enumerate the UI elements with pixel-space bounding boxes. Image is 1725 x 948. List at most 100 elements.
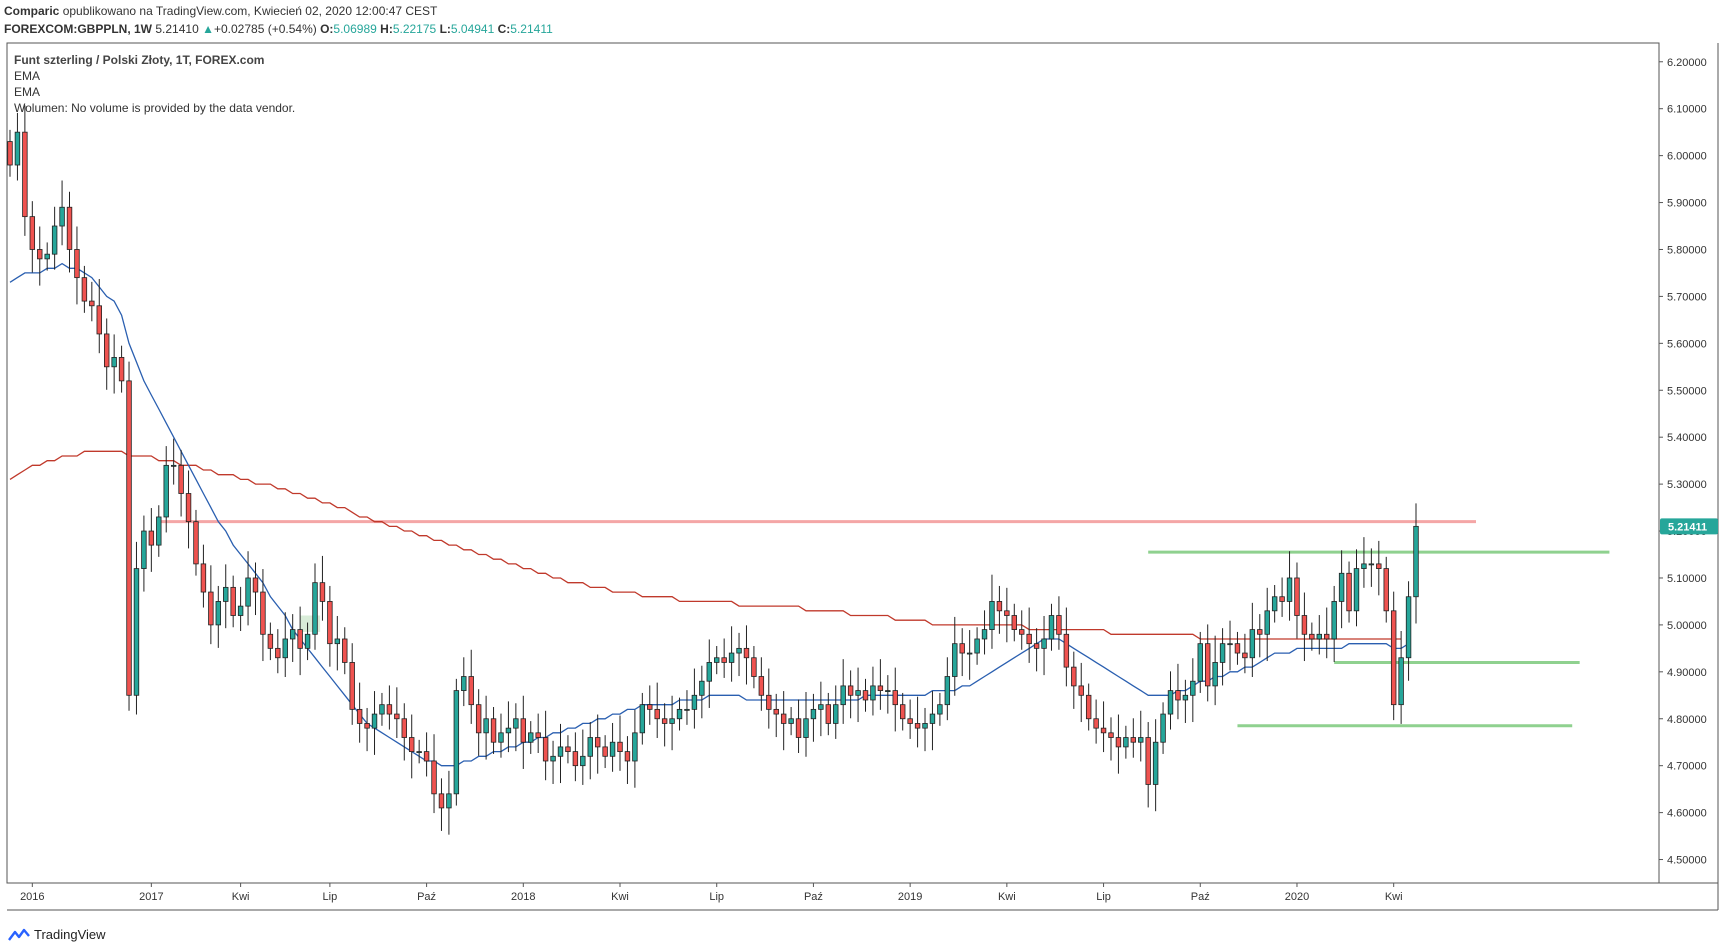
candle-body: [275, 647, 281, 659]
candle: [1264, 587, 1270, 662]
candle-body: [178, 464, 184, 494]
candle: [1227, 620, 1233, 671]
candle-body: [944, 676, 951, 706]
candle: [617, 715, 623, 771]
candle: [7, 129, 13, 177]
candle-body: [780, 713, 787, 724]
candle: [654, 682, 660, 738]
close-value: 5.21411: [510, 22, 553, 36]
candle: [520, 695, 527, 769]
legend-title[interactable]: Funt szterling / Polski Złoty, 1T, FOREX…: [14, 53, 265, 67]
candle: [1145, 722, 1151, 808]
chart-legend: Funt szterling / Polski Złoty, 1T, FOREX…: [14, 52, 295, 116]
candle: [37, 226, 43, 286]
candle: [810, 693, 817, 742]
candle: [401, 703, 407, 761]
candle-body: [617, 741, 623, 753]
candle-body: [751, 657, 757, 677]
time-tick-label: Kwi: [232, 891, 250, 903]
price-change: +0.02785 (+0.54%): [213, 22, 317, 36]
candle-body: [468, 676, 474, 706]
candle-body: [721, 657, 727, 663]
candle: [580, 729, 586, 785]
candle: [1212, 635, 1218, 706]
candle-body: [520, 718, 527, 743]
candle-body: [394, 713, 400, 720]
candle: [223, 564, 229, 629]
candle-body: [446, 793, 452, 809]
candle-body: [1056, 615, 1062, 635]
candle-body: [334, 638, 341, 645]
candle: [193, 509, 199, 576]
candle: [1242, 633, 1248, 674]
candle-body: [1108, 732, 1114, 738]
candle: [260, 569, 266, 662]
candle-body: [959, 643, 965, 654]
candle-body: [170, 464, 177, 467]
candle-body: [758, 676, 765, 696]
candle-body: [1100, 727, 1107, 734]
candle-body: [386, 704, 393, 715]
change-arrow-icon: ▲: [202, 22, 214, 36]
candle: [386, 685, 393, 730]
legend-ema-1[interactable]: EMA: [14, 69, 41, 83]
candle: [1026, 607, 1032, 663]
candle: [565, 735, 571, 764]
last-price-tag-label: 5.21411: [1668, 521, 1707, 533]
candle-body: [1376, 563, 1382, 569]
candle-body: [1063, 633, 1070, 668]
legend-ema-2[interactable]: EMA: [14, 85, 41, 99]
candle: [289, 614, 296, 662]
candle-body: [409, 737, 415, 753]
candle: [966, 630, 973, 680]
candle-body: [818, 704, 824, 710]
candle: [185, 470, 192, 549]
candle-body: [44, 253, 50, 260]
candle: [275, 629, 281, 674]
resistance-lines: [157, 520, 1476, 534]
candle: [922, 707, 928, 752]
candle-body: [1249, 629, 1256, 659]
plot-frame: [6, 42, 1660, 884]
candle: [1078, 662, 1084, 723]
candle: [862, 678, 869, 712]
candle: [691, 668, 698, 729]
candle: [475, 689, 482, 756]
price-tick-label: 5.50000: [1667, 385, 1707, 397]
tradingview-footer[interactable]: TradingView: [8, 927, 106, 942]
author-name[interactable]: Comparic: [4, 4, 60, 18]
candle: [81, 265, 88, 313]
candle-body: [1324, 633, 1330, 640]
candle: [1004, 587, 1010, 643]
candle-body: [966, 652, 973, 655]
candle: [312, 563, 318, 650]
candle: [1398, 631, 1404, 724]
candle-body: [364, 723, 370, 729]
candle: [490, 707, 497, 754]
candle-body: [1041, 638, 1047, 649]
candle: [1152, 719, 1159, 812]
candle-body: [423, 751, 430, 762]
time-axis[interactable]: 2016 2017 Kwi Lip Paź 2018 Kwi Lip Paź 2019 Kwi Lip…: [20, 883, 1403, 903]
candle-body: [1390, 610, 1397, 706]
candle-body: [1085, 694, 1092, 720]
high-value: 5.22175: [392, 22, 437, 36]
price-tick-label: 4.60000: [1667, 808, 1707, 820]
price-tick-label: 5.40000: [1667, 432, 1707, 444]
candle: [699, 665, 705, 719]
candle: [587, 722, 593, 780]
candle-body: [1286, 577, 1293, 602]
candle-body: [133, 568, 140, 696]
candle: [230, 575, 236, 628]
price-axis[interactable]: 4.50000 4.60000 4.70000 4.80000 4.90000 5.000…: [1659, 57, 1707, 867]
price-tick-label: 4.70000: [1667, 761, 1707, 773]
legend-volume[interactable]: Wolumen: No volume is provided by the da…: [14, 101, 296, 115]
candle-body: [833, 704, 839, 724]
candle: [929, 691, 936, 751]
candle-body: [773, 708, 779, 715]
candle-body: [342, 638, 348, 663]
candle-body: [1115, 737, 1122, 748]
candle-body: [743, 647, 750, 659]
candle-body: [1405, 596, 1412, 659]
